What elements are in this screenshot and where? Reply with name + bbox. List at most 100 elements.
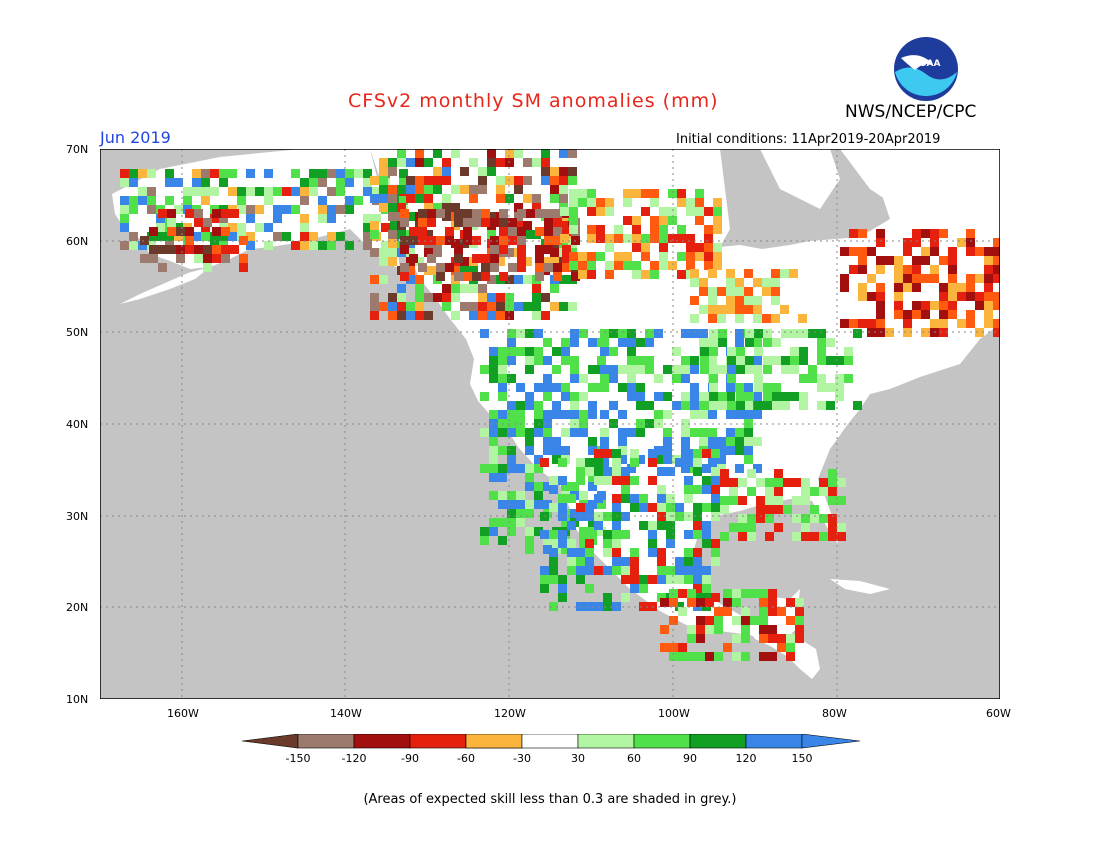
anomaly-cell (433, 248, 442, 257)
anomaly-cell (921, 274, 930, 283)
anomaly-cell (221, 254, 230, 263)
anomaly-cell (993, 319, 1000, 328)
anomaly-cell (745, 356, 754, 365)
anomaly-cell (690, 410, 699, 419)
anomaly-cell (693, 458, 702, 467)
lat-label: 40N (66, 418, 89, 431)
anomaly-cell (498, 446, 507, 455)
anomaly-cell (681, 464, 690, 473)
anomaly-cell (771, 296, 780, 305)
anomaly-cell (594, 476, 603, 485)
anomaly-cell (370, 194, 379, 203)
anomaly-cell (618, 365, 627, 374)
anomaly-cell (561, 428, 570, 437)
anomaly-cell (596, 198, 605, 207)
anomaly-cell (957, 283, 966, 292)
anomaly-cell (487, 149, 496, 158)
anomaly-cell (185, 236, 194, 245)
anomaly-cell (759, 634, 768, 643)
anomaly-cell (645, 419, 654, 428)
anomaly-cell (975, 328, 984, 337)
anomaly-cell (939, 292, 948, 301)
anomaly-cell (618, 383, 627, 392)
anomaly-map (100, 149, 1000, 699)
anomaly-cell (210, 169, 219, 178)
anomaly-cell (663, 437, 672, 446)
anomaly-cell (472, 218, 481, 227)
anomaly-cell (817, 401, 826, 410)
anomaly-cell (569, 261, 578, 270)
anomaly-cell (657, 593, 666, 602)
anomaly-cell (975, 274, 984, 283)
anomaly-cell (700, 347, 709, 356)
anomaly-cell (636, 338, 645, 347)
anomaly-cell (138, 187, 147, 196)
anomaly-cell (858, 319, 867, 328)
anomaly-cell (627, 464, 636, 473)
anomaly-cell (370, 293, 379, 302)
anomaly-cell (567, 548, 576, 557)
anomaly-cell (876, 310, 885, 319)
anomaly-cell (469, 194, 478, 203)
anomaly-cell (744, 269, 753, 278)
anomaly-cell (596, 234, 605, 243)
anomaly-cell (336, 178, 345, 187)
anomaly-cell (579, 410, 588, 419)
anomaly-cell (597, 500, 606, 509)
anomaly-cell (705, 652, 714, 661)
anomaly-cell (718, 392, 727, 401)
anomaly-cell (212, 245, 221, 254)
anomaly-cell (370, 248, 379, 257)
anomaly-cell (514, 275, 523, 284)
anomaly-cell (587, 234, 596, 243)
anomaly-cell (570, 392, 579, 401)
anomaly-cell (939, 319, 948, 328)
anomaly-cell (415, 293, 424, 302)
anomaly-cell (507, 491, 516, 500)
anomaly-cell (567, 539, 576, 548)
anomaly-cell (657, 575, 666, 584)
colorbar-swatch (409, 734, 467, 749)
anomaly-cell (702, 485, 711, 494)
anomaly-cell (264, 241, 273, 250)
anomaly-cell (669, 616, 678, 625)
anomaly-cell (753, 296, 762, 305)
lon-label: 120W (494, 707, 526, 720)
anomaly-cell (966, 319, 975, 328)
anomaly-cell (570, 365, 579, 374)
anomaly-cell (552, 446, 561, 455)
anomaly-cell (600, 374, 609, 383)
anomaly-cell (451, 149, 460, 158)
anomaly-cell (534, 455, 543, 464)
anomaly-cell (498, 383, 507, 392)
anomaly-cell (570, 410, 579, 419)
anomaly-cell (578, 189, 587, 198)
anomaly-cell (826, 338, 835, 347)
anomaly-cell (810, 532, 819, 541)
anomaly-cell (532, 293, 541, 302)
anomaly-cell (540, 530, 549, 539)
anomaly-cell (544, 245, 553, 254)
anomaly-cell (579, 329, 588, 338)
anomaly-cell (454, 245, 463, 254)
anomaly-cell (666, 521, 675, 530)
anomaly-cell (700, 338, 709, 347)
anomaly-cell (632, 216, 641, 225)
anomaly-cell (569, 189, 578, 198)
anomaly-cell (837, 532, 846, 541)
anomaly-cell (663, 410, 672, 419)
anomaly-cell (717, 305, 726, 314)
anomaly-cell (690, 383, 699, 392)
anomaly-cell (678, 643, 687, 652)
anomaly-cell (975, 247, 984, 256)
anomaly-cell (621, 467, 630, 476)
anomaly-cell (735, 305, 744, 314)
anomaly-cell (912, 229, 921, 238)
anomaly-cell (735, 464, 744, 473)
anomaly-cell (708, 356, 717, 365)
anomaly-cell (397, 158, 406, 167)
anomaly-cell (709, 383, 718, 392)
anomaly-cell (903, 274, 912, 283)
anomaly-cell (578, 270, 587, 279)
anomaly-cell (388, 167, 397, 176)
